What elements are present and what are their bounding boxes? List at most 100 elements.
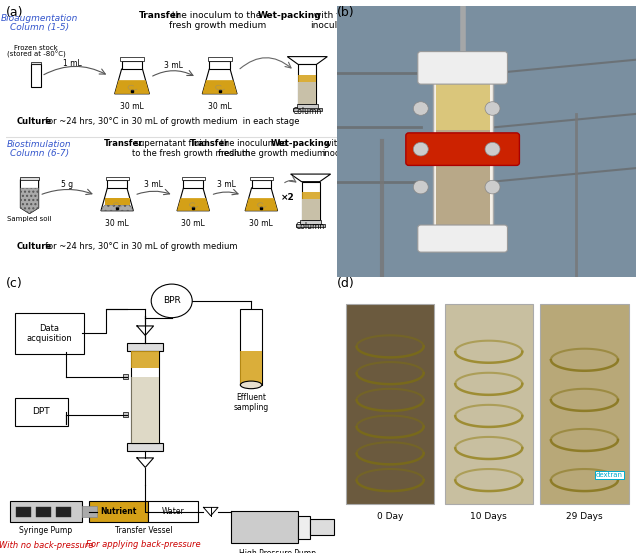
Bar bbox=[83, 507, 97, 517]
Bar bbox=[207, 58, 232, 61]
Bar bbox=[36, 507, 51, 517]
Text: Column: Column bbox=[293, 107, 322, 116]
Text: Transfer: Transfer bbox=[139, 11, 181, 20]
Text: Transfer: Transfer bbox=[190, 139, 230, 148]
Bar bbox=[107, 180, 127, 188]
Bar bbox=[436, 84, 490, 130]
Bar bbox=[298, 516, 310, 539]
FancyBboxPatch shape bbox=[15, 313, 84, 354]
Bar bbox=[120, 58, 144, 61]
Text: 30 mL: 30 mL bbox=[249, 219, 273, 228]
Polygon shape bbox=[177, 198, 209, 211]
Bar bbox=[184, 180, 203, 188]
Text: the inoculum to the
fresh growth medium: the inoculum to the fresh growth medium bbox=[169, 11, 266, 30]
Text: ×2: ×2 bbox=[281, 194, 295, 202]
Bar bbox=[301, 192, 320, 199]
FancyBboxPatch shape bbox=[418, 225, 508, 252]
Ellipse shape bbox=[240, 381, 262, 389]
Polygon shape bbox=[20, 180, 39, 213]
Text: with the
inoculum: with the inoculum bbox=[322, 139, 361, 158]
Text: with the
inoculum: with the inoculum bbox=[310, 11, 352, 30]
Text: 30 mL: 30 mL bbox=[120, 102, 144, 111]
Text: 30 mL: 30 mL bbox=[181, 219, 205, 228]
Polygon shape bbox=[202, 69, 237, 94]
Polygon shape bbox=[101, 188, 134, 211]
Bar bbox=[346, 304, 434, 504]
Circle shape bbox=[485, 142, 500, 156]
Polygon shape bbox=[177, 188, 209, 211]
Text: Effluent
sampling: Effluent sampling bbox=[233, 393, 269, 413]
Bar bbox=[89, 502, 148, 521]
Bar bbox=[296, 224, 325, 227]
Bar bbox=[32, 65, 41, 87]
Bar bbox=[436, 130, 490, 233]
Polygon shape bbox=[114, 80, 149, 94]
Text: Data
acquisition: Data acquisition bbox=[27, 324, 73, 343]
FancyBboxPatch shape bbox=[406, 133, 520, 165]
Text: (c): (c) bbox=[6, 276, 23, 290]
Text: for ~24 hrs, 30°C in 30 mL of growth medium: for ~24 hrs, 30°C in 30 mL of growth med… bbox=[45, 242, 238, 251]
Bar bbox=[298, 82, 317, 104]
Circle shape bbox=[413, 180, 428, 194]
Text: Water: Water bbox=[162, 507, 184, 516]
Polygon shape bbox=[287, 56, 328, 65]
Bar bbox=[252, 180, 271, 188]
Text: 1 mL: 1 mL bbox=[63, 59, 82, 68]
Bar bbox=[56, 507, 71, 517]
Circle shape bbox=[413, 142, 428, 156]
Bar bbox=[445, 304, 533, 504]
Bar bbox=[432, 73, 492, 236]
Text: Transfer Vessel: Transfer Vessel bbox=[115, 526, 172, 535]
Bar bbox=[250, 177, 273, 180]
Bar bbox=[209, 61, 230, 69]
Bar bbox=[310, 519, 334, 535]
Bar bbox=[32, 62, 41, 65]
Polygon shape bbox=[114, 69, 149, 94]
Polygon shape bbox=[202, 80, 237, 94]
FancyBboxPatch shape bbox=[127, 443, 163, 451]
Text: dextran: dextran bbox=[595, 472, 623, 478]
Bar bbox=[240, 351, 262, 385]
Polygon shape bbox=[101, 205, 134, 211]
Text: 30 mL: 30 mL bbox=[106, 219, 129, 228]
Text: supernatant fluid
to the fresh growth medium: supernatant fluid to the fresh growth me… bbox=[132, 139, 250, 158]
Bar bbox=[148, 502, 198, 521]
Text: Frozen stock
(stored at -80°C): Frozen stock (stored at -80°C) bbox=[7, 45, 66, 59]
Text: BPR: BPR bbox=[163, 296, 181, 305]
Text: 10 Days: 10 Days bbox=[471, 512, 507, 521]
Polygon shape bbox=[291, 174, 331, 181]
Text: Syringe Pump: Syringe Pump bbox=[20, 526, 73, 535]
Text: 3 mL: 3 mL bbox=[144, 180, 163, 189]
Text: High Pressure Pump: High Pressure Pump bbox=[239, 549, 316, 553]
Bar bbox=[301, 181, 320, 220]
Text: For applying back-pressure: For applying back-pressure bbox=[86, 540, 201, 549]
Text: (d): (d) bbox=[337, 276, 355, 290]
Text: Sampled soil: Sampled soil bbox=[7, 216, 52, 222]
Bar bbox=[123, 412, 128, 418]
Text: Wet-packing: Wet-packing bbox=[271, 139, 331, 148]
Text: Column: Column bbox=[296, 222, 325, 231]
Bar bbox=[10, 502, 83, 521]
Bar bbox=[541, 304, 628, 504]
Text: 30 mL: 30 mL bbox=[208, 102, 232, 111]
Text: 0 Day: 0 Day bbox=[377, 512, 403, 521]
Text: (a): (a) bbox=[6, 6, 24, 19]
Text: Bioaugmentation
Column (1-5): Bioaugmentation Column (1-5) bbox=[1, 14, 78, 33]
Text: Biostimulation
Column (6-7): Biostimulation Column (6-7) bbox=[7, 140, 72, 158]
Bar bbox=[131, 377, 160, 443]
Bar bbox=[121, 61, 142, 69]
Bar bbox=[131, 351, 160, 443]
Bar bbox=[106, 177, 128, 180]
Circle shape bbox=[485, 102, 500, 115]
Bar bbox=[301, 199, 320, 220]
Polygon shape bbox=[245, 188, 277, 211]
Bar bbox=[20, 177, 39, 180]
Circle shape bbox=[151, 284, 192, 317]
Bar bbox=[300, 220, 321, 225]
Polygon shape bbox=[20, 188, 39, 213]
Text: the inoculum to
fresh the growth medium: the inoculum to fresh the growth medium bbox=[218, 139, 325, 158]
Text: Transfer: Transfer bbox=[104, 139, 144, 148]
FancyBboxPatch shape bbox=[418, 51, 508, 84]
Bar bbox=[182, 177, 205, 180]
Bar bbox=[131, 351, 160, 368]
